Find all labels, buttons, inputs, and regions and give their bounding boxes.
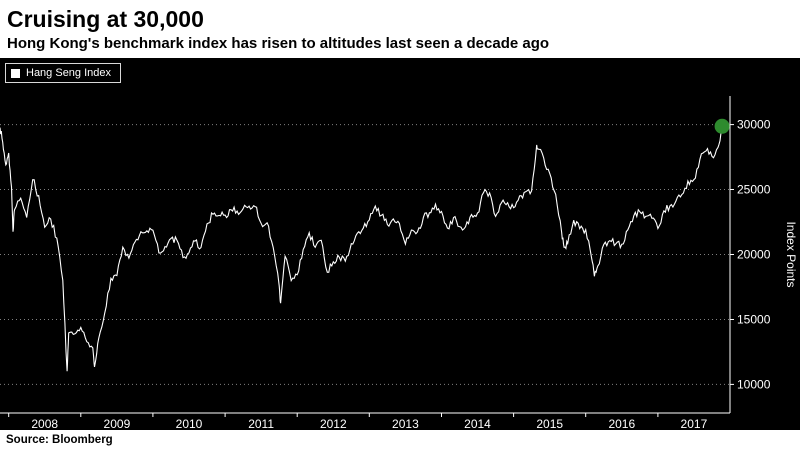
y-tick-label: 20000	[737, 248, 771, 262]
chart-plot-region: Hang Seng Index 10000 15000 20000 25000 3000…	[0, 58, 800, 430]
chart-header: Cruising at 30,000 Hong Kong's benchmark…	[0, 0, 800, 58]
y-axis-title: Index Points	[784, 221, 798, 287]
line-chart-canvas: 10000 15000 20000 25000 30000 2008 2009 2010 201…	[0, 96, 798, 430]
source-attribution: Source: Bloomberg	[6, 434, 113, 446]
x-tick-label: 2012	[320, 417, 347, 430]
x-tick-label: 2008	[31, 417, 58, 430]
hang-seng-index-line	[0, 126, 723, 372]
y-tick-label: 25000	[737, 183, 771, 197]
endpoint-marker-green-dot	[714, 118, 730, 134]
x-tick-label: 2010	[176, 417, 203, 430]
x-tick-label: 2017	[681, 417, 708, 430]
x-tick-label: 2013	[392, 417, 419, 430]
chart-title: Cruising at 30,000	[7, 6, 204, 32]
y-tick-label: 15000	[737, 313, 771, 327]
chart-footer: Source: Bloomberg	[0, 430, 800, 450]
legend-label: Hang Seng Index	[26, 67, 112, 79]
y-tick-label: 10000	[737, 377, 771, 391]
y-tick-label: 30000	[737, 118, 771, 132]
x-tick-label: 2009	[104, 417, 131, 430]
x-tick-label: 2011	[248, 417, 274, 430]
x-tick-label: 2014	[464, 417, 491, 430]
legend: Hang Seng Index	[5, 63, 122, 83]
x-tick-label: 2015	[536, 417, 563, 430]
chart-subtitle: Hong Kong's benchmark index has risen to…	[7, 35, 550, 52]
legend-swatch-icon	[11, 68, 20, 78]
x-tick-label: 2016	[608, 417, 635, 430]
